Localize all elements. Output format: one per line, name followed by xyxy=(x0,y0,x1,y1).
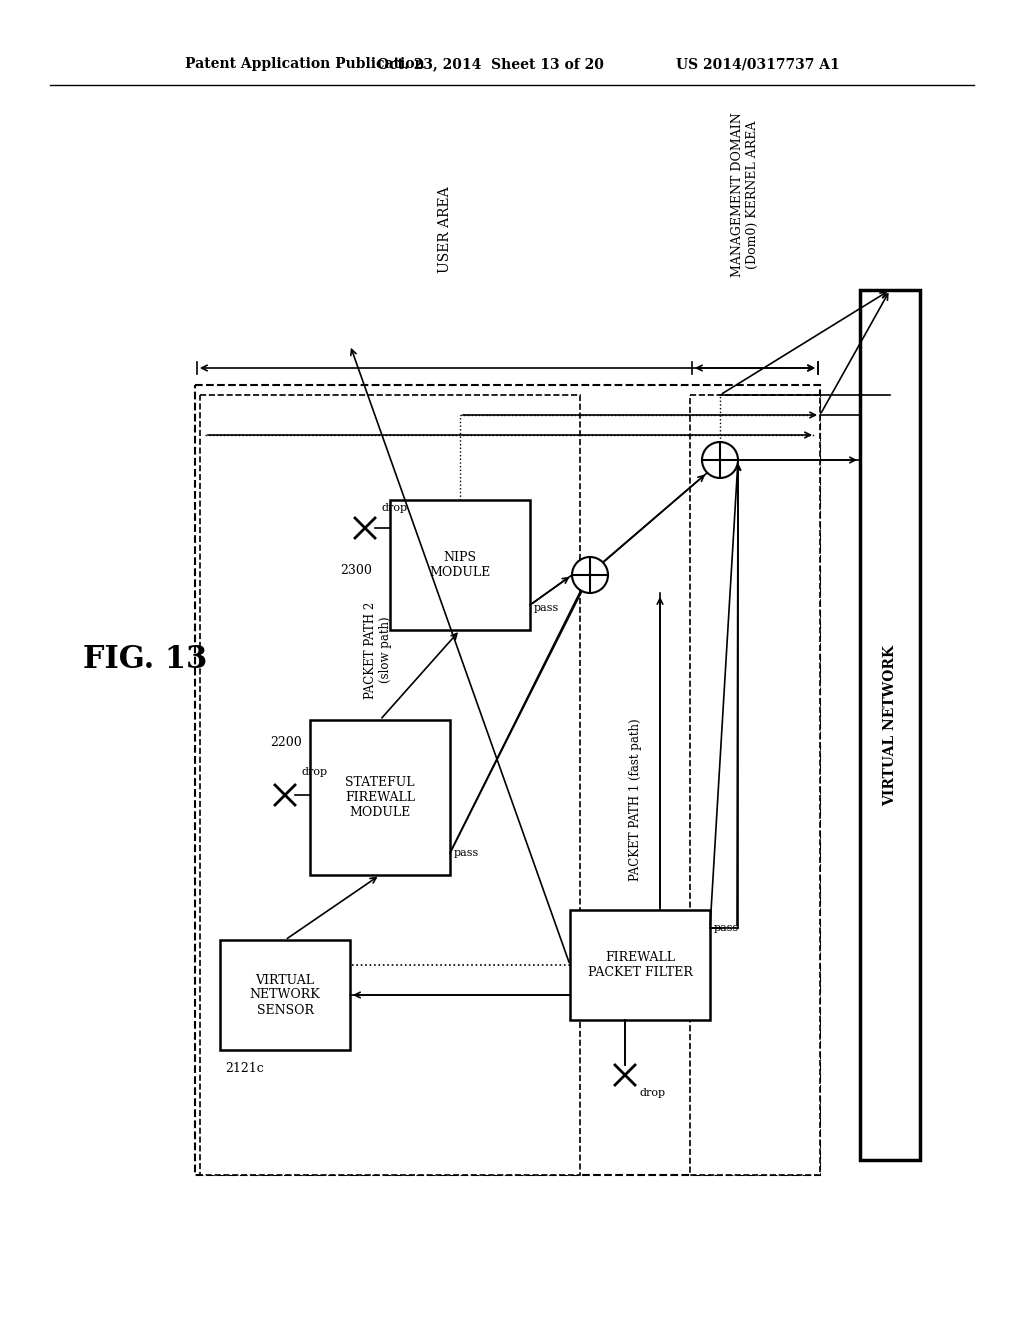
Text: PACKET PATH 2
(slow path): PACKET PATH 2 (slow path) xyxy=(364,602,392,698)
Text: drop: drop xyxy=(382,503,409,513)
Text: NIPS
MODULE: NIPS MODULE xyxy=(429,550,490,579)
Text: pass: pass xyxy=(454,847,479,858)
Text: FIG. 13: FIG. 13 xyxy=(83,644,207,676)
Text: STATEFUL
FIREWALL
MODULE: STATEFUL FIREWALL MODULE xyxy=(345,776,415,818)
Text: Oct. 23, 2014  Sheet 13 of 20: Oct. 23, 2014 Sheet 13 of 20 xyxy=(377,57,603,71)
Text: pass: pass xyxy=(714,923,739,933)
Text: FIREWALL
PACKET FILTER: FIREWALL PACKET FILTER xyxy=(588,950,692,979)
Text: MANAGEMENT DOMAIN
(Dom0) KERNEL AREA: MANAGEMENT DOMAIN (Dom0) KERNEL AREA xyxy=(731,112,759,277)
Text: US 2014/0317737 A1: US 2014/0317737 A1 xyxy=(676,57,840,71)
Text: USER AREA: USER AREA xyxy=(438,186,452,273)
Text: VIRTUAL
NETWORK
SENSOR: VIRTUAL NETWORK SENSOR xyxy=(250,974,321,1016)
Text: VIRTUAL NETWORK: VIRTUAL NETWORK xyxy=(883,644,897,805)
Bar xyxy=(860,290,920,1160)
Text: pass: pass xyxy=(534,603,559,612)
Bar xyxy=(200,395,580,1175)
Circle shape xyxy=(702,442,738,478)
Text: 2300: 2300 xyxy=(340,564,372,577)
Text: Patent Application Publication: Patent Application Publication xyxy=(185,57,425,71)
Circle shape xyxy=(572,557,608,593)
Bar xyxy=(690,395,820,1175)
Bar xyxy=(390,500,530,630)
Bar xyxy=(570,909,710,1020)
Text: drop: drop xyxy=(639,1088,666,1098)
Bar xyxy=(220,940,350,1049)
Bar xyxy=(195,385,820,1175)
Text: PACKET PATH 1 (fast path): PACKET PATH 1 (fast path) xyxy=(629,718,641,882)
Bar xyxy=(310,719,450,875)
Text: 2200: 2200 xyxy=(270,735,302,748)
Text: drop: drop xyxy=(302,767,328,777)
Text: 2121c: 2121c xyxy=(225,1061,264,1074)
